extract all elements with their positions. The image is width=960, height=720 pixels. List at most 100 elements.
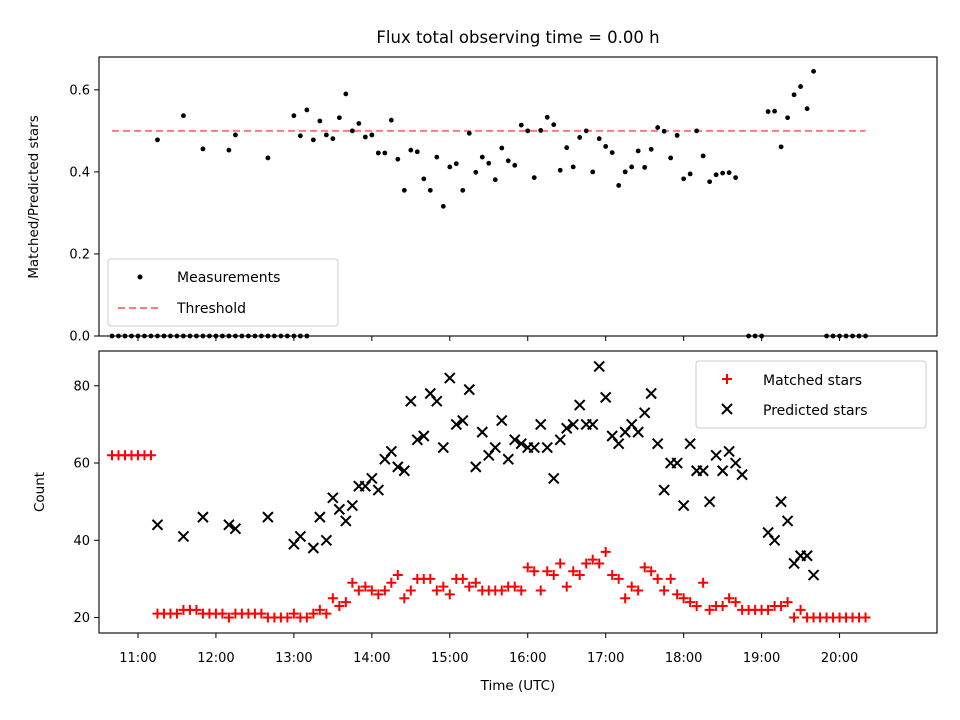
measurement-point: [687, 171, 693, 177]
measurement-point: [499, 145, 505, 151]
measurement-point: [713, 172, 719, 178]
measurement-point: [525, 128, 531, 134]
measurement-point: [596, 136, 602, 142]
measurement-point: [473, 169, 479, 175]
measurement-point: [310, 137, 316, 143]
measurement-point: [772, 108, 777, 114]
measurement-point: [616, 183, 622, 188]
predicted-star-point: [327, 492, 339, 504]
predicted-star-point: [366, 472, 378, 485]
top-y-axis: 0.0 0.2 0.4 0.6: [69, 83, 99, 345]
predicted-star-point: [346, 499, 359, 512]
matched-star-point: [652, 573, 663, 584]
measurement-point: [466, 130, 472, 136]
matched-star-point: [321, 608, 332, 619]
legend-predicted-marker: [721, 403, 733, 415]
predicted-star-point: [385, 445, 398, 458]
predicted-star-point: [444, 372, 456, 384]
predicted-star-point: [781, 515, 794, 527]
matched-star-point: [373, 589, 384, 600]
legend-predicted-label: Predicted stars: [763, 403, 868, 419]
predicted-star-point: [716, 465, 729, 477]
matched-star-point: [301, 612, 312, 623]
measurement-point: [349, 128, 355, 134]
measurement-point: [291, 113, 297, 119]
measurement-point: [414, 149, 420, 155]
matched-star-point: [516, 585, 527, 596]
matched-star-point: [470, 577, 481, 588]
predicted-star-point: [437, 441, 450, 454]
measurement-point: [661, 128, 667, 134]
measurement-point: [804, 106, 810, 112]
matched-star-point: [464, 581, 475, 592]
measurement-point: [577, 135, 583, 140]
measurement-point: [622, 169, 628, 175]
predicted-star-point: [612, 438, 625, 450]
matched-star-point: [646, 566, 657, 577]
predicted-star-point: [262, 511, 274, 523]
predicted-star-point: [561, 422, 573, 434]
bottom-x-tick-label: 12:00: [197, 651, 234, 666]
measurement-point: [674, 132, 680, 138]
measurement-point: [336, 115, 342, 121]
measurement-point: [233, 132, 238, 138]
measurement-point: [655, 125, 661, 130]
measurement-point: [421, 176, 427, 182]
predicted-star-point: [807, 569, 820, 581]
measurement-point: [304, 107, 310, 113]
measurement-point: [434, 154, 440, 160]
measurement-point: [785, 115, 790, 121]
matched-star-point: [308, 608, 319, 619]
matched-star-point: [145, 450, 156, 461]
predicted-star-point: [736, 468, 748, 481]
matched-star-point: [561, 581, 572, 592]
bottom-y-axis: 20 40 60 80: [73, 379, 99, 626]
bottom-y-axis-label: Count: [32, 472, 48, 512]
matched-star-point: [314, 604, 325, 615]
measurement-point: [544, 114, 550, 120]
matched-star-point: [724, 593, 735, 604]
legend-measurements-marker: [137, 274, 143, 280]
predicted-star-point: [651, 438, 664, 450]
matched-star-point: [256, 608, 267, 619]
predicted-star-point: [535, 418, 547, 431]
top-y-tick-label: 0.6: [69, 83, 90, 98]
bottom-y-tick-label: 60: [73, 457, 90, 472]
legend-threshold-label: Threshold: [176, 301, 246, 317]
measurement-point: [564, 145, 570, 151]
predicted-star-point: [697, 465, 709, 477]
predicted-star-point: [548, 472, 560, 485]
measurement-point: [811, 68, 816, 74]
matched-star-point: [425, 573, 436, 584]
matched-star-point: [405, 585, 416, 596]
predicted-star-point: [470, 461, 482, 473]
measurement-point: [323, 132, 329, 138]
matched-star-point: [217, 608, 228, 619]
matched-star-point: [633, 585, 644, 596]
predicted-star-point: [314, 511, 326, 523]
predicted-star-point: [450, 418, 462, 431]
predicted-star-point: [509, 434, 521, 446]
predicted-star-point: [405, 395, 417, 407]
bottom-x-axis-label: Time (UTC): [480, 678, 556, 694]
measurement-point: [765, 109, 771, 114]
bottom-y-tick-label: 80: [73, 379, 90, 394]
top-legend: Measurements Threshold: [107, 258, 339, 327]
bottom-x-tick-label: 20:00: [821, 651, 858, 666]
measurement-point: [382, 150, 388, 156]
matched-star-point: [509, 581, 520, 592]
matched-star-point: [717, 600, 728, 611]
measurement-point: [531, 175, 537, 181]
measurement-point: [557, 167, 563, 173]
matched-star-point: [763, 604, 774, 615]
matched-star-point: [782, 597, 793, 608]
matched-star-point: [704, 604, 715, 615]
matched-star-point: [282, 612, 293, 623]
measurement-point: [603, 144, 609, 149]
top-y-tick-label: 0.4: [69, 165, 90, 180]
predicted-star-point: [496, 414, 508, 427]
matched-star-point: [171, 608, 182, 619]
legend-measurements-label: Measurements: [177, 270, 280, 286]
predicted-star-point: [177, 530, 190, 543]
matched-star-point: [522, 562, 533, 573]
